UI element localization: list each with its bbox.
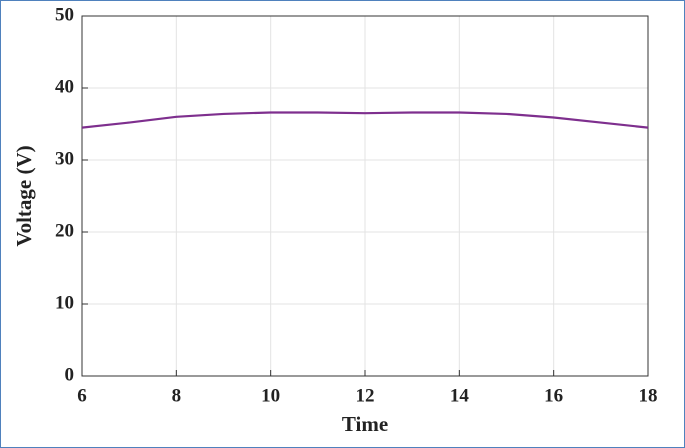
y-axis-title: Voltage (V) xyxy=(12,145,36,246)
y-tick-label: 0 xyxy=(65,364,75,385)
x-tick-label: 14 xyxy=(450,385,470,406)
data-line xyxy=(81,111,649,129)
y-tick-label: 10 xyxy=(55,292,74,313)
y-tick-label: 30 xyxy=(55,148,74,169)
x-tick-label: 8 xyxy=(172,385,182,406)
y-tick-label: 40 xyxy=(55,76,74,97)
x-tick-label: 10 xyxy=(261,385,280,406)
x-tick-label: 6 xyxy=(77,385,87,406)
y-tick-label: 50 xyxy=(55,4,74,25)
x-axis-title: Time xyxy=(342,412,388,436)
x-tick-label: 16 xyxy=(544,385,563,406)
x-tick-label: 18 xyxy=(639,385,658,406)
plot-border xyxy=(81,15,649,377)
x-tick-label: 12 xyxy=(356,385,375,406)
y-tick-label: 20 xyxy=(55,220,74,241)
